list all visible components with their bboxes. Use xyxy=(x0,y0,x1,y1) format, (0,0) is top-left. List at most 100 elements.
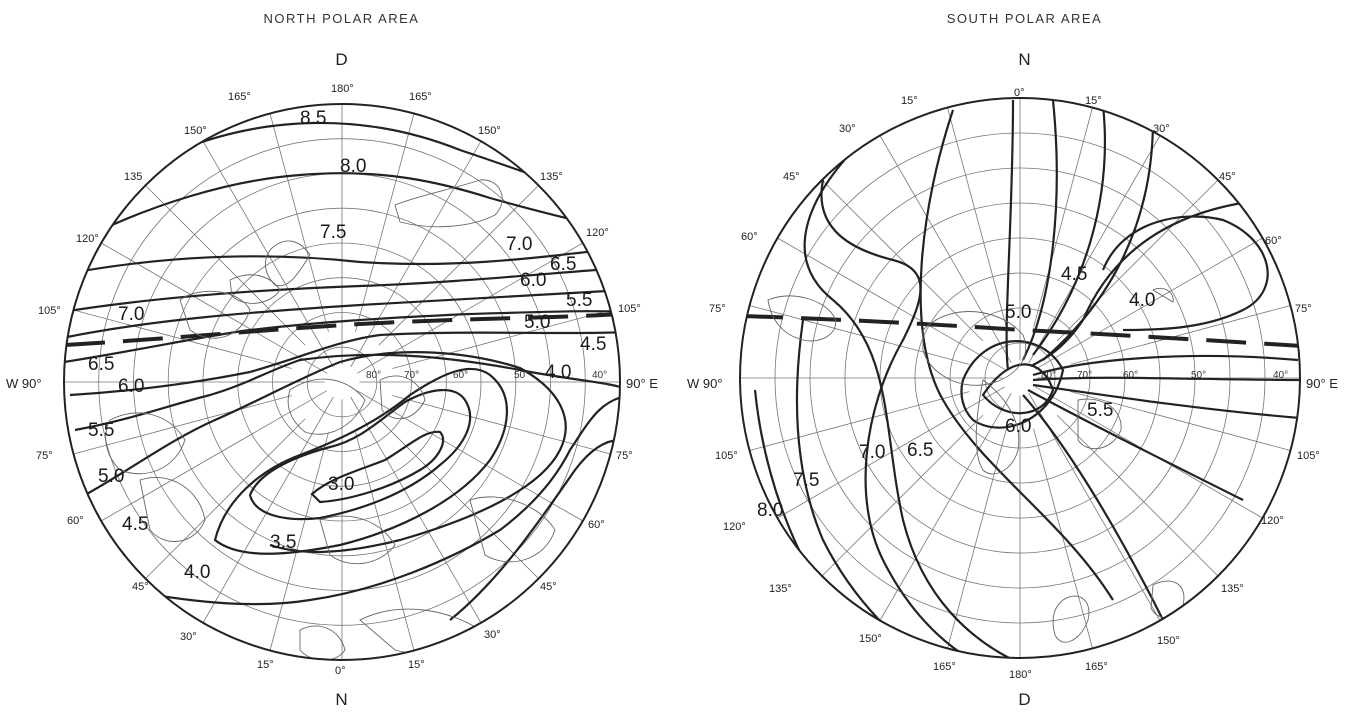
contour-value: 3.0 xyxy=(328,474,354,495)
contour-line xyxy=(1027,389,1244,501)
rim-label: 105° xyxy=(1297,450,1320,462)
contour-value: 6.5 xyxy=(907,440,933,461)
meridian-line xyxy=(947,428,1007,649)
rim-label: 150° xyxy=(1157,635,1180,647)
south-map-boundary xyxy=(739,97,1301,659)
meridian-line xyxy=(947,107,1007,328)
meridian-line xyxy=(269,432,329,651)
contour-line xyxy=(124,393,620,606)
meridian-line xyxy=(101,390,328,522)
meridian-line xyxy=(879,135,1012,364)
contour-line xyxy=(1042,119,1155,361)
latitude-label: 50° xyxy=(1191,370,1206,381)
rim-label: 135° xyxy=(540,171,563,183)
north-bottom-direction-label: N xyxy=(335,690,348,709)
meridian-line xyxy=(821,179,984,342)
contour-value: 3.5 xyxy=(270,532,296,553)
contour-line xyxy=(1030,198,1264,367)
meridian-line xyxy=(73,395,292,455)
dashed-front xyxy=(64,312,620,347)
meridian-line xyxy=(392,309,611,369)
rim-label: 75° xyxy=(616,450,633,462)
north-contour-labels: 8.5 8.0 7.5 7.0 6.5 6.0 5.5 5.0 4.5 4.0 … xyxy=(88,108,606,583)
meridian-line xyxy=(821,414,984,577)
meridian-line xyxy=(1033,107,1093,328)
contour-value: 7.0 xyxy=(118,304,144,325)
meridian-line xyxy=(145,185,306,346)
contour-line xyxy=(981,363,1055,415)
rim-label: 165° xyxy=(933,661,956,673)
contour-value: 4.0 xyxy=(1129,290,1155,311)
north-west-label: W 90° xyxy=(6,376,42,391)
contour-value: 5.5 xyxy=(1087,400,1113,421)
rim-label: 180° xyxy=(331,83,354,95)
contour-line xyxy=(1022,394,1164,621)
rim-label: 60° xyxy=(741,231,758,243)
meridian-line xyxy=(378,185,539,346)
contour-line xyxy=(960,340,1065,429)
rim-label: 45° xyxy=(783,171,800,183)
contour-value: 6.0 xyxy=(520,270,546,291)
rim-label: 0° xyxy=(335,665,346,677)
contour-line xyxy=(64,246,620,277)
contour-line xyxy=(449,438,620,621)
contour-line xyxy=(919,109,1114,601)
meridian-line xyxy=(73,309,292,369)
meridian-line xyxy=(1028,135,1161,363)
contour-value: 5.5 xyxy=(88,420,114,441)
rim-label: 0° xyxy=(1014,87,1025,99)
contour-value: 4.5 xyxy=(122,514,148,535)
contour-line xyxy=(69,330,620,397)
meridian-line xyxy=(269,113,329,332)
contour-line xyxy=(1032,354,1299,377)
contour-value: 5.0 xyxy=(98,466,124,487)
north-rim-labels: 165° 180° 165° 150° 150° 135 135° 120° 1… xyxy=(36,83,641,677)
south-contour-labels: 4.5 4.0 5.0 5.5 6.0 6.5 7.0 7.5 8.0 xyxy=(757,264,1155,521)
meridian-line xyxy=(355,113,415,332)
south-map-title: SOUTH POLAR AREA xyxy=(946,11,1103,26)
meridian-line xyxy=(355,432,415,651)
contour-line xyxy=(79,172,620,241)
meridian-line xyxy=(1034,237,1263,370)
meridian-line xyxy=(777,237,1006,370)
contour-line xyxy=(1005,99,1015,371)
contour-line xyxy=(64,288,620,340)
meridian-line xyxy=(1056,179,1219,342)
rim-label: 45° xyxy=(132,581,149,593)
contour-line xyxy=(179,121,601,202)
contour-line xyxy=(64,310,620,364)
contour-line xyxy=(74,353,620,432)
contour-value: 5.5 xyxy=(566,290,592,311)
meridian-line xyxy=(350,141,482,368)
rim-label: 45° xyxy=(1219,171,1236,183)
contour-value: 4.0 xyxy=(184,562,210,583)
south-rim-labels: 15° 0° 15° 30° 30° 45° 45° 60° 60° 75° 7… xyxy=(709,87,1320,681)
latitude-label: 40° xyxy=(592,370,607,381)
contour-value: 5.0 xyxy=(524,312,550,333)
meridian-line xyxy=(101,242,328,374)
south-east-label: 90° E xyxy=(1306,376,1338,391)
rim-label: 120° xyxy=(723,521,746,533)
latitude-label: 60° xyxy=(453,370,468,381)
contour-value: 4.5 xyxy=(580,334,606,355)
contour-value: 7.0 xyxy=(859,442,885,463)
rim-label: 30° xyxy=(839,123,856,135)
rim-label: 120° xyxy=(1261,515,1284,527)
latitude-label: 80° xyxy=(1041,370,1056,381)
rim-label: 75° xyxy=(36,450,53,462)
contour-value: 4.5 xyxy=(1061,264,1087,285)
meridian-line xyxy=(145,418,306,579)
rim-label: 135 xyxy=(124,171,142,183)
north-map-boundary xyxy=(63,103,621,661)
south-coastlines xyxy=(767,287,1185,643)
north-contours xyxy=(64,121,620,621)
meridian-line xyxy=(356,390,583,522)
meridian-line xyxy=(879,392,1012,621)
south-bottom-direction-label: D xyxy=(1018,690,1031,709)
contour-value: 7.5 xyxy=(320,222,346,243)
rim-label: 150° xyxy=(478,125,501,137)
rim-label: 150° xyxy=(184,125,207,137)
north-coastlines xyxy=(105,179,556,660)
contour-value: 8.0 xyxy=(757,500,783,521)
rim-label: 105° xyxy=(618,303,641,315)
